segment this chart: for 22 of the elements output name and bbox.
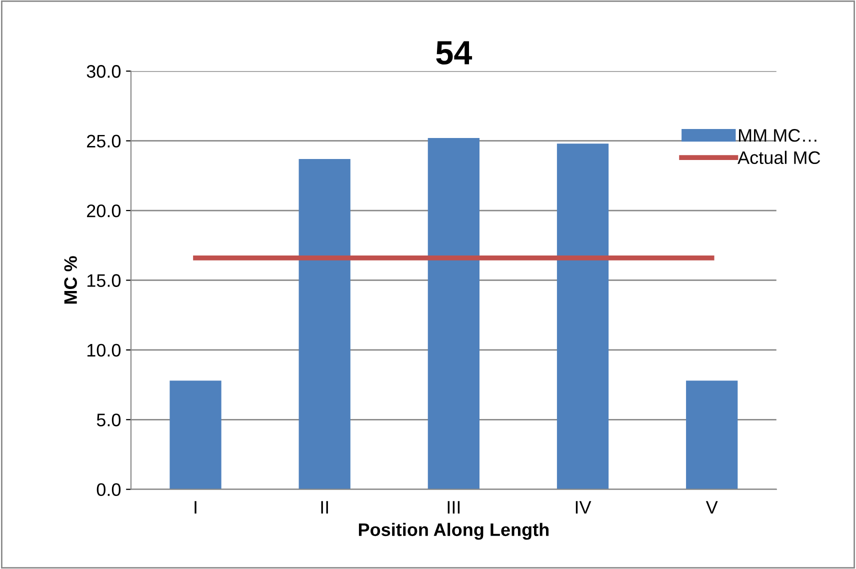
y-axis-title: MC %: [64, 256, 77, 304]
x-axis-title: Position Along Length: [358, 522, 549, 540]
bar: [556, 144, 609, 490]
y-tick-label: 0.0: [96, 483, 121, 496]
bar: [686, 380, 738, 490]
y-tick-label: 15.0: [87, 274, 121, 287]
x-tick-label: III: [448, 501, 460, 514]
chart-title: 54: [436, 41, 472, 65]
x-tick-label: II: [321, 501, 328, 514]
legend-label: Actual MC: [738, 150, 820, 164]
y-tick-label: 25.0: [87, 134, 121, 148]
bar: [298, 158, 350, 490]
x-tick-label: IV: [576, 501, 592, 514]
y-tick-label: 5.0: [96, 414, 121, 426]
bar: [428, 138, 480, 490]
y-tick-label: 30.0: [86, 65, 121, 78]
bar: [170, 380, 222, 490]
y-tick-label: 10.0: [87, 344, 121, 357]
y-tick-label: 20.0: [87, 204, 121, 218]
x-tick-label: V: [706, 501, 718, 514]
legend-label: MM MC…: [739, 129, 816, 142]
x-tick-label: I: [194, 501, 196, 514]
